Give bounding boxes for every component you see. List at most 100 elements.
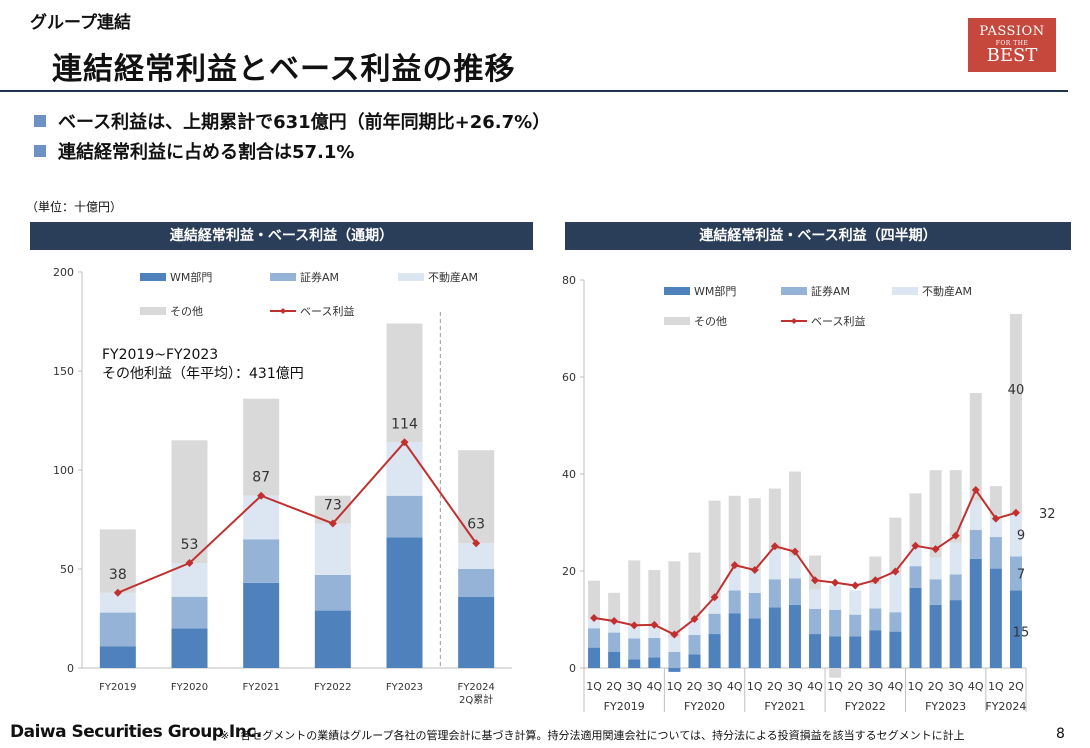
legend-swatch	[140, 273, 166, 281]
base-profit-marker	[257, 491, 266, 500]
base-profit-marker	[790, 547, 799, 556]
data-label: 87	[252, 470, 270, 486]
data-label: 114	[391, 416, 418, 432]
bar-segment	[829, 585, 842, 610]
base-profit-marker	[911, 541, 920, 550]
bar-segment	[989, 515, 1002, 538]
legend-swatch	[664, 317, 690, 325]
data-label: 9	[1017, 529, 1025, 544]
bar-segment	[809, 608, 822, 635]
data-label: 53	[181, 537, 199, 553]
base-profit-marker	[328, 519, 337, 528]
bar-segment	[668, 668, 681, 672]
bar-segment	[648, 657, 661, 668]
bar-segment	[688, 654, 701, 668]
legend-label: 証券AM	[811, 284, 850, 298]
quarterly-chart: 0 20 40 60 80 1Q 2Q 3Q 4Q 1Q 2Q 3Q 4Q 1Q 2Q 3Q 4Q 1Q 2Q 3Q 4…	[562, 274, 1056, 713]
bar-segment	[969, 500, 982, 530]
x-tick-label: 3Q	[948, 680, 964, 693]
x-tick-label: 4Q	[727, 680, 743, 693]
bar-segment	[788, 471, 801, 557]
y-tick-label: 150	[53, 365, 74, 378]
base-profit-marker	[630, 621, 639, 630]
bar-segment	[949, 542, 962, 575]
bar-segment	[989, 486, 1002, 516]
bar-segment	[171, 440, 208, 564]
x-tick-label: 2Q累計	[459, 693, 493, 706]
x-tick-label: 4Q	[968, 680, 984, 693]
base-profit-marker	[113, 588, 122, 597]
annual-chart: 0 50 100 150 200 FY2019 FY2020 FY2021 FY2022 FY20…	[53, 266, 512, 706]
x-group-label: FY2022	[845, 700, 886, 713]
x-tick-label: 4Q	[888, 680, 904, 693]
x-tick-label: 1Q	[827, 680, 843, 693]
y-tick-label: 80	[562, 274, 576, 287]
y-tick-label: 0	[67, 662, 74, 675]
bar-segment	[748, 571, 761, 593]
base-profit-marker	[400, 438, 409, 447]
bullet-square-icon	[34, 145, 46, 157]
base-profit-marker	[971, 486, 980, 495]
bullet-text: ベース利益は、上期累計で631億円（前年同期比+26.7%）	[58, 112, 551, 133]
y-tick-label: 0	[569, 662, 576, 675]
x-tick-label: FY2021	[243, 682, 280, 693]
bar-segment	[648, 637, 661, 658]
base-profit-line	[117, 440, 477, 594]
bar-segment	[1009, 512, 1022, 557]
bar-segment	[809, 555, 822, 590]
x-tick-label: 1Q	[988, 680, 1004, 693]
base-profit-marker	[750, 566, 759, 575]
bar-segment	[969, 558, 982, 668]
bar-segment	[243, 582, 280, 668]
section-label: グループ連結	[30, 13, 131, 33]
bar-segment	[708, 613, 721, 635]
data-label: 15	[1013, 626, 1030, 641]
x-tick-label: 2Q	[928, 680, 944, 693]
bar-segment	[668, 651, 681, 668]
base-profit-line	[593, 487, 1017, 636]
bar-segment	[909, 566, 922, 588]
bar-segment	[929, 470, 942, 558]
unit-label: （単位：十億円）	[26, 200, 123, 214]
bar-segment	[889, 612, 902, 632]
bar-segment	[909, 587, 922, 668]
bar-segment	[386, 323, 423, 443]
x-tick-label: 1Q	[908, 680, 924, 693]
bar-segment	[243, 495, 280, 540]
bar-segment	[243, 539, 280, 583]
legend-swatch	[892, 287, 918, 295]
bar-segment	[588, 628, 601, 648]
bar-segment	[889, 631, 902, 668]
legend-label: その他	[170, 305, 203, 318]
bar-segment	[748, 592, 761, 619]
bar-segment	[314, 574, 351, 611]
quarterly-chart-title: 連結経常利益・ベース利益（四半期）	[565, 222, 1071, 250]
base-profit-marker	[770, 542, 779, 551]
bar-segment	[648, 570, 661, 626]
bar-segment	[788, 604, 801, 668]
bar-segment	[314, 610, 351, 668]
annotation-text: FY2019~FY2023	[102, 347, 218, 363]
data-label: 40	[1008, 383, 1025, 398]
x-tick-label: 1Q	[667, 680, 683, 693]
base-profit-marker	[610, 616, 619, 625]
bar-segment	[849, 590, 862, 615]
bar-segment	[243, 398, 280, 496]
legend-label: WM部門	[170, 270, 212, 284]
bullet-item: ベース利益は、上期累計で631億円（前年同期比+26.7%）	[34, 108, 550, 134]
bar-segment	[628, 626, 641, 639]
logo-line-1: PASSION	[979, 24, 1045, 39]
bar-segment	[458, 543, 495, 569]
base-profit-marker	[851, 581, 860, 590]
bar-segment	[728, 568, 741, 591]
legend-swatch	[664, 287, 690, 295]
x-tick-label: FY2020	[171, 682, 208, 693]
bar-segment	[728, 590, 741, 614]
bar-segment	[889, 517, 902, 574]
bar-segment	[314, 523, 351, 575]
bar-segment	[949, 470, 962, 543]
bar-segment	[949, 600, 962, 668]
bar-segment	[969, 393, 982, 501]
base-profit-marker	[590, 614, 599, 623]
data-label: 7	[1017, 567, 1025, 582]
